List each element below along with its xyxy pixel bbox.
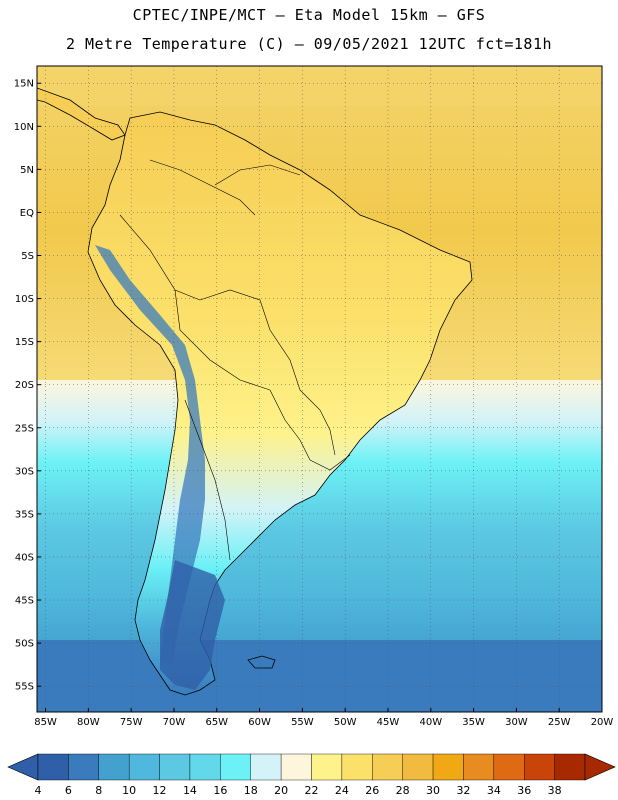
lon-label: 20W — [591, 717, 614, 728]
colorbar-swatch — [37, 753, 69, 781]
colorbar-swatch — [280, 753, 312, 781]
colorbar-over-arrow — [584, 753, 616, 781]
colorbar-swatch — [159, 753, 191, 781]
colorbar-label: 4 — [35, 784, 42, 797]
lat-label: 45S — [15, 596, 34, 607]
colorbar-label: 6 — [65, 784, 72, 797]
colorbar-label: 24 — [335, 784, 349, 797]
colorbar-swatch — [432, 753, 464, 781]
lon-label: 50W — [334, 717, 357, 728]
colorbar-label: 16 — [213, 784, 227, 797]
colorbar-label: 20 — [274, 784, 288, 797]
lon-label: 25W — [548, 717, 571, 728]
lon-label: 85W — [34, 717, 57, 728]
colorbar-label: 10 — [122, 784, 136, 797]
lat-label: 5N — [20, 165, 34, 176]
lat-label: 20S — [15, 380, 34, 391]
colorbar-label: 28 — [396, 784, 410, 797]
lon-label: 65W — [205, 717, 228, 728]
colorbar-label: 8 — [95, 784, 102, 797]
falkland-islands — [247, 655, 276, 669]
colorbar-swatch — [98, 753, 130, 781]
lat-label: 50S — [15, 639, 34, 650]
colorbar-swatch — [128, 753, 160, 781]
colorbar-swatch — [220, 753, 251, 781]
colorbar-under-arrow — [7, 753, 39, 781]
colorbar-swatch — [68, 753, 99, 781]
central-america-land — [37, 87, 126, 141]
lat-label: 25S — [15, 423, 34, 434]
lon-label: 80W — [77, 717, 100, 728]
patagonia-cold — [160, 560, 225, 690]
ocean-far-south — [37, 640, 602, 712]
lat-label: 10S — [15, 294, 34, 305]
colorbar-label: 26 — [365, 784, 379, 797]
colorbar-label: 22 — [305, 784, 319, 797]
colorbar-swatch — [524, 753, 555, 781]
lon-label: 70W — [163, 717, 186, 728]
colorbar-label: 34 — [487, 784, 501, 797]
lat-label: 40S — [15, 552, 34, 563]
andes-band — [95, 245, 205, 665]
colorbar-label: 18 — [244, 784, 258, 797]
lat-label: 55S — [15, 682, 34, 693]
title-line-1: CPTEC/INPE/MCT – Eta Model 15km – GFS — [132, 6, 486, 24]
colorbar-swatch — [341, 753, 373, 781]
lon-label: 55W — [291, 717, 314, 728]
country-borders — [119, 159, 351, 561]
lon-label: 30W — [505, 717, 528, 728]
temperature-field — [37, 66, 602, 712]
title-line-2: 2 Metre Temperature (C) – 09/05/2021 12U… — [65, 35, 553, 53]
colorbar-swatch — [402, 753, 434, 781]
lat-label: 30S — [15, 466, 34, 477]
colorbar-label: 12 — [153, 784, 167, 797]
lat-label: 10N — [14, 122, 34, 133]
lon-label: 40W — [419, 717, 442, 728]
lat-label: 15N — [14, 79, 34, 90]
lon-label: 75W — [120, 717, 143, 728]
colorbar-swatch — [493, 753, 525, 781]
colorbar-label: 30 — [426, 784, 440, 797]
colorbar-label: 14 — [183, 784, 197, 797]
colorbar-swatch — [554, 753, 586, 781]
lat-label: EQ — [20, 208, 34, 219]
colorbar-swatch — [189, 753, 221, 781]
colorbar-swatch — [311, 753, 343, 781]
colorbar-label: 32 — [456, 784, 470, 797]
lon-label: 45W — [377, 717, 400, 728]
lon-label: 35W — [462, 717, 485, 728]
colorbar: 4 6 8 10 12 14 16 18 20 22 24 26 28 30 32 34 36 38 — [7, 753, 616, 797]
lat-label: 5S — [21, 251, 34, 262]
longitude-labels: 85W 80W 75W 70W 65W 60W 55W 50W 45W 40W 35W 30W 25W 2… — [34, 708, 613, 728]
lon-label: 60W — [248, 717, 271, 728]
colorbar-swatch — [372, 753, 403, 781]
colorbar-swatch — [250, 753, 282, 781]
colorbar-swatch — [463, 753, 495, 781]
lat-label: 15S — [15, 337, 34, 348]
map-frame — [36, 65, 603, 713]
colorbar-label: 38 — [548, 784, 562, 797]
lat-label: 35S — [15, 509, 34, 520]
latitude-labels: 15N 10N 5N EQ 5S 10S 15S 20S 25S 30S 35S 40S 45S 50S 5… — [14, 79, 41, 693]
colorbar-label: 36 — [517, 784, 531, 797]
